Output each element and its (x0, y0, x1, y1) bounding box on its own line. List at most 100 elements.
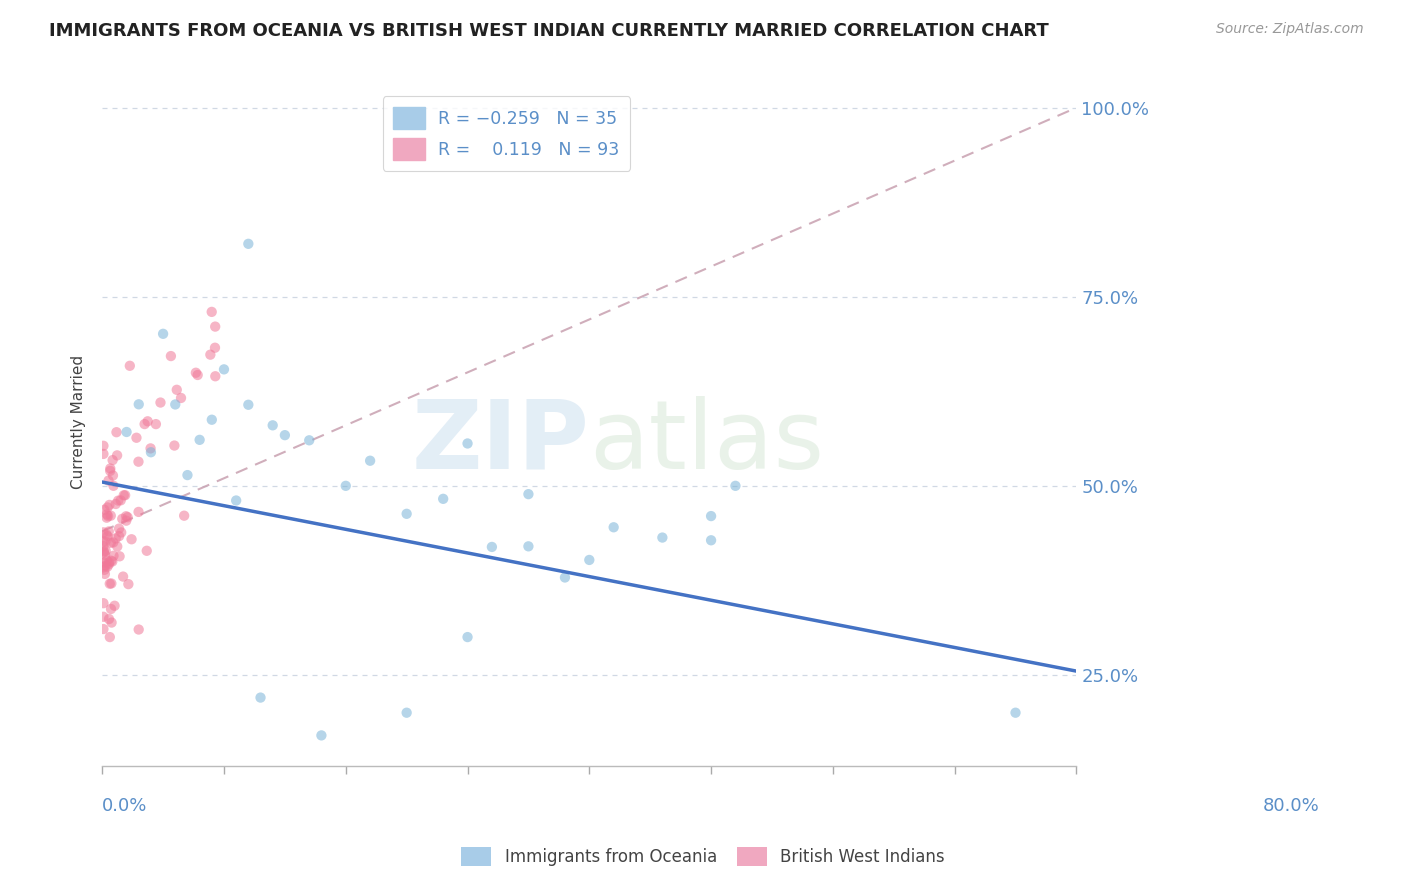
Point (457, 630, 479, 644)
Text: Source: ZipAtlas.com: Source: ZipAtlas.com (1216, 22, 1364, 37)
Point (100, 554, 122, 568)
Point (112, 569, 135, 583)
Point (96, 559, 118, 574)
Point (93, 609, 115, 624)
Point (101, 453, 124, 467)
Point (108, 522, 131, 536)
Point (98, 498, 121, 512)
Point (152, 326, 174, 341)
Point (98, 461, 121, 475)
Point (481, 540, 503, 554)
Point (104, 532, 127, 546)
Point (97, 474, 120, 488)
Point (96, 510, 118, 524)
Point (127, 455, 149, 469)
Point (97, 524, 120, 539)
Point (274, 428, 297, 442)
Point (93, 556, 115, 570)
Point (97, 558, 120, 572)
Point (111, 512, 134, 526)
Point (602, 520, 624, 534)
Text: IMMIGRANTS FROM OCEANIA VS BRITISH WEST INDIAN CURRENTLY MARRIED CORRELATION CHA: IMMIGRANTS FROM OCEANIA VS BRITISH WEST … (49, 22, 1049, 40)
Point (200, 348, 222, 362)
Point (173, 508, 195, 523)
Point (700, 533, 723, 548)
Point (184, 366, 207, 380)
Point (212, 362, 235, 376)
Point (105, 425, 128, 440)
Point (108, 529, 131, 543)
Point (187, 368, 209, 382)
Point (96, 500, 118, 515)
Point (93, 596, 115, 610)
Point (110, 525, 132, 540)
Point (94, 558, 117, 573)
Point (700, 509, 723, 524)
Point (1004, 706, 1026, 720)
Point (104, 497, 127, 511)
Point (165, 397, 187, 411)
Point (176, 468, 198, 483)
Point (93, 539, 115, 553)
Point (554, 570, 576, 584)
Point (125, 431, 148, 445)
Point (93, 525, 115, 540)
Y-axis label: Currently Married: Currently Married (72, 354, 86, 489)
Text: atlas: atlas (589, 396, 824, 489)
Text: 80.0%: 80.0% (1263, 797, 1320, 814)
Point (101, 468, 124, 483)
Point (432, 491, 454, 506)
Point (128, 397, 150, 411)
Point (98, 464, 121, 478)
Point (93, 502, 115, 516)
Point (204, 369, 226, 384)
Point (118, 359, 141, 373)
Point (163, 438, 186, 452)
Point (103, 599, 125, 613)
Point (93, 534, 115, 549)
Point (135, 543, 157, 558)
Point (335, 479, 357, 493)
Point (117, 577, 139, 591)
Point (115, 509, 138, 524)
Point (101, 554, 124, 568)
Point (121, 533, 143, 547)
Point (110, 493, 132, 508)
Point (128, 623, 150, 637)
Point (204, 341, 226, 355)
Point (93, 622, 115, 636)
Point (188, 433, 211, 447)
Point (114, 488, 136, 502)
Point (98, 556, 121, 570)
Point (517, 539, 540, 553)
Point (100, 536, 122, 550)
Point (93, 563, 115, 577)
Legend: Immigrants from Oceania, British West Indians: Immigrants from Oceania, British West In… (454, 840, 952, 873)
Point (108, 549, 131, 564)
Point (139, 445, 162, 459)
Point (170, 391, 193, 405)
Point (115, 514, 138, 528)
Legend: R = −0.259   N = 35, R =    0.119   N = 93: R = −0.259 N = 35, R = 0.119 N = 93 (382, 96, 630, 170)
Point (94, 543, 117, 558)
Point (96, 508, 118, 522)
Point (128, 505, 150, 519)
Point (103, 479, 125, 493)
Point (103, 549, 125, 563)
Point (100, 602, 122, 616)
Point (98, 576, 121, 591)
Point (93, 545, 115, 559)
Point (238, 236, 260, 251)
Point (100, 615, 122, 630)
Point (93, 544, 115, 558)
Text: ZIP: ZIP (412, 396, 589, 489)
Point (457, 436, 479, 450)
Point (298, 434, 321, 448)
Point (103, 535, 125, 549)
Point (166, 383, 188, 397)
Point (201, 413, 224, 427)
Point (112, 488, 135, 502)
Point (201, 305, 224, 319)
Point (225, 493, 247, 508)
Point (139, 442, 162, 456)
